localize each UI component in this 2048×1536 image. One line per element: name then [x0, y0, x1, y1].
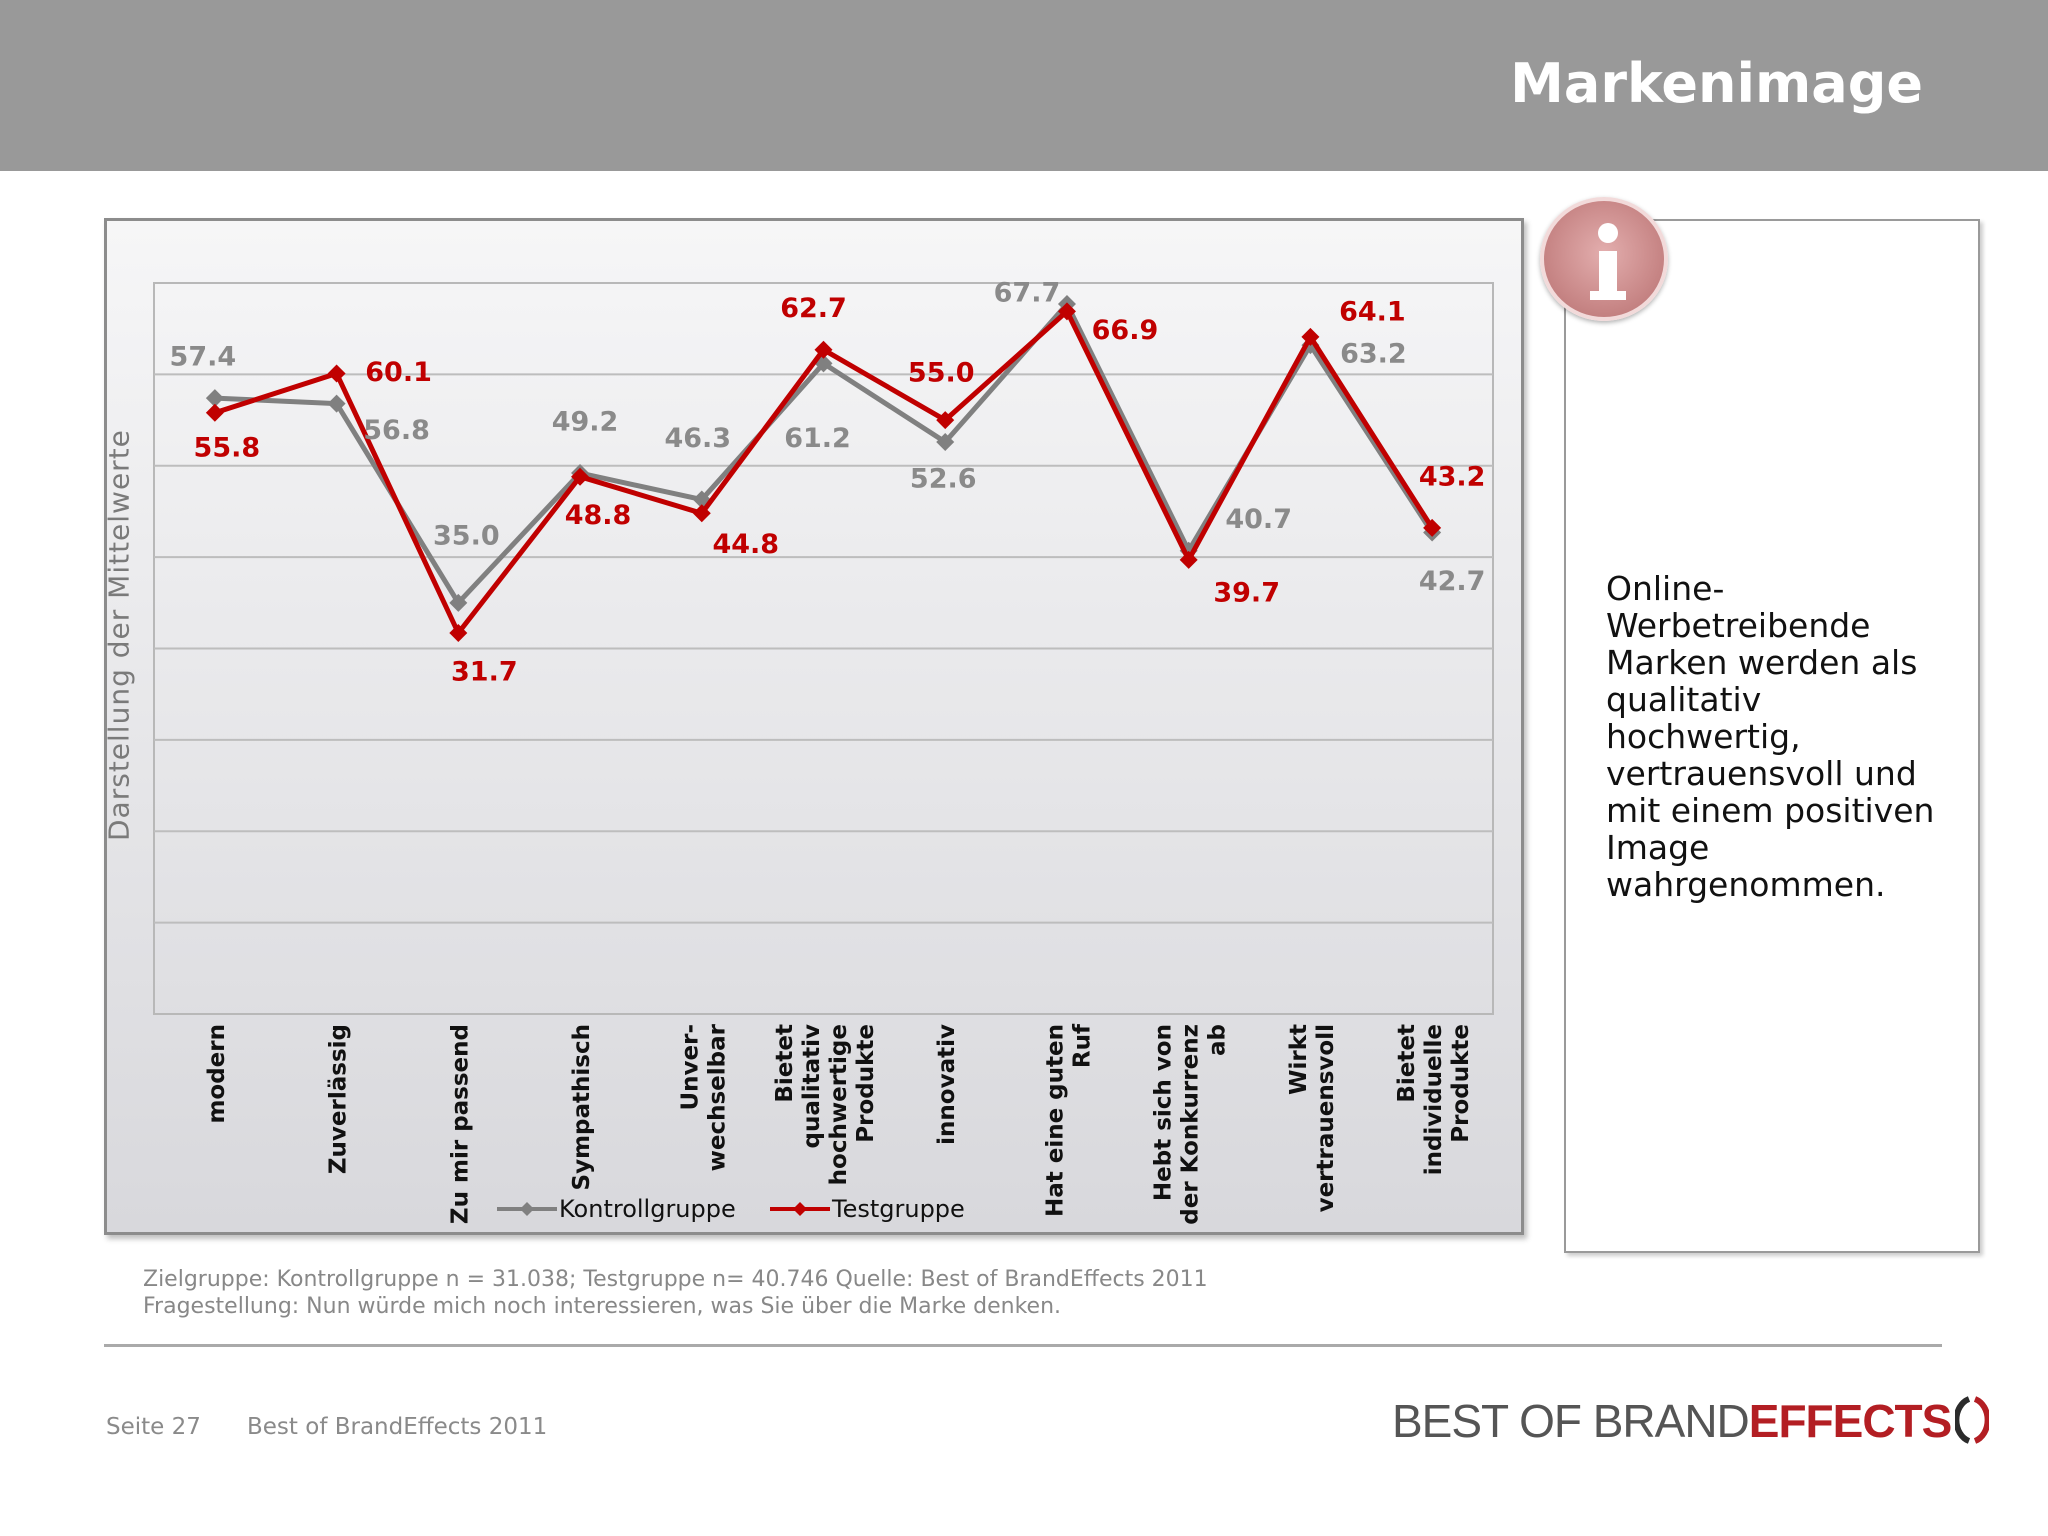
legend-label: Kontrollgruppe — [559, 1195, 736, 1223]
info-text: Online-Werbetreibende Marken werden als … — [1606, 569, 1935, 904]
data-point-marker — [1301, 327, 1320, 346]
data-point-marker — [571, 467, 590, 486]
data-label: 52.6 — [910, 463, 977, 494]
footnote-question: Fragestellung: Nun würde mich noch inter… — [143, 1294, 1062, 1319]
category-label: innovativ — [934, 1024, 960, 1145]
header-bar: Markenimage — [0, 0, 2048, 171]
legend-label: Testgruppe — [831, 1195, 965, 1223]
category-label: Produkte — [1448, 1024, 1474, 1143]
category-label: Bietet — [772, 1024, 798, 1103]
data-point-marker — [327, 364, 346, 383]
page-title: Markenimage — [1510, 52, 1923, 115]
category-label: Ruf — [1069, 1023, 1095, 1068]
category-label: Produkte — [853, 1024, 879, 1143]
legend-swatch-marker — [793, 1202, 807, 1216]
data-label: 63.2 — [1340, 339, 1407, 370]
footnote: Zielgruppe: Kontrollgruppe n = 31.038; T… — [143, 1266, 1443, 1320]
data-label: 62.7 — [780, 293, 847, 324]
data-point-marker — [327, 394, 346, 413]
category-label: qualitativ — [799, 1024, 825, 1149]
info-icon — [1540, 197, 1668, 321]
data-label: 39.7 — [1213, 577, 1280, 608]
info-panel — [1564, 219, 1980, 1253]
data-label: 46.3 — [664, 423, 731, 454]
category-label: vertrauensvoll — [1313, 1024, 1339, 1212]
category-label: Wirkt — [1286, 1024, 1312, 1095]
category-label: wechselbar — [704, 1023, 730, 1171]
brand-logo-text-2: EFFECTS — [1748, 1395, 1953, 1447]
data-label: 48.8 — [565, 500, 632, 531]
data-point-marker — [814, 340, 833, 359]
brand-logo-text-1: BEST OF BRAND — [1392, 1395, 1750, 1447]
data-label: 67.7 — [994, 278, 1061, 309]
footnote-sample: Zielgruppe: Kontrollgruppe n = 31.038; T… — [143, 1267, 1208, 1292]
data-label: 42.7 — [1419, 566, 1486, 597]
brand-logo-mark — [1955, 1396, 1990, 1444]
footer-page-number: Seite 27 — [106, 1414, 201, 1440]
category-label: ab — [1205, 1024, 1231, 1056]
data-label: 66.9 — [1092, 315, 1159, 346]
data-point-marker — [449, 593, 468, 612]
data-label: 60.1 — [365, 357, 432, 388]
data-point-marker — [1057, 302, 1076, 321]
legend-swatch-marker — [520, 1202, 534, 1216]
data-label: 44.8 — [712, 529, 779, 560]
footer-divider — [104, 1344, 1942, 1347]
brand-logo: BEST OF BRANDEFFECTS — [1392, 1394, 1990, 1448]
data-label: 49.2 — [552, 407, 619, 438]
data-point-marker — [205, 389, 224, 408]
category-label: Zu mir passend — [447, 1024, 473, 1224]
data-point-marker — [936, 432, 955, 451]
data-point-marker — [936, 411, 955, 430]
category-label: Hebt sich von — [1151, 1024, 1177, 1201]
category-label: Bietet — [1394, 1024, 1420, 1103]
data-label: 35.0 — [433, 520, 500, 551]
category-label: Sympathisch — [569, 1024, 595, 1190]
y-axis-title: Darstellung der Mittelwerte — [102, 429, 136, 841]
category-label: modern — [204, 1024, 230, 1124]
category-label: hochwertige — [826, 1024, 852, 1185]
category-label: Zuverlässig — [326, 1024, 352, 1174]
data-label: 31.7 — [451, 656, 518, 687]
data-label: 61.2 — [784, 423, 851, 454]
data-label: 64.1 — [1339, 296, 1406, 327]
footer-source: Best of BrandEffects 2011 — [247, 1414, 548, 1440]
data-label: 55.0 — [908, 358, 975, 389]
category-label: Hat eine guten — [1042, 1024, 1068, 1217]
data-label: 40.7 — [1225, 504, 1292, 535]
category-label: Unver- — [677, 1024, 703, 1111]
data-point-marker — [205, 403, 224, 422]
data-point-marker — [1179, 550, 1198, 569]
data-label: 56.8 — [363, 415, 430, 446]
data-label: 55.8 — [194, 432, 261, 463]
data-point-marker — [449, 623, 468, 642]
data-label: 43.2 — [1419, 461, 1486, 492]
data-point-marker — [1423, 518, 1442, 537]
category-label: individuelle — [1421, 1024, 1447, 1175]
data-label: 57.4 — [170, 342, 237, 373]
data-point-marker — [692, 504, 711, 523]
category-label: der Konkurrenz — [1178, 1024, 1204, 1225]
